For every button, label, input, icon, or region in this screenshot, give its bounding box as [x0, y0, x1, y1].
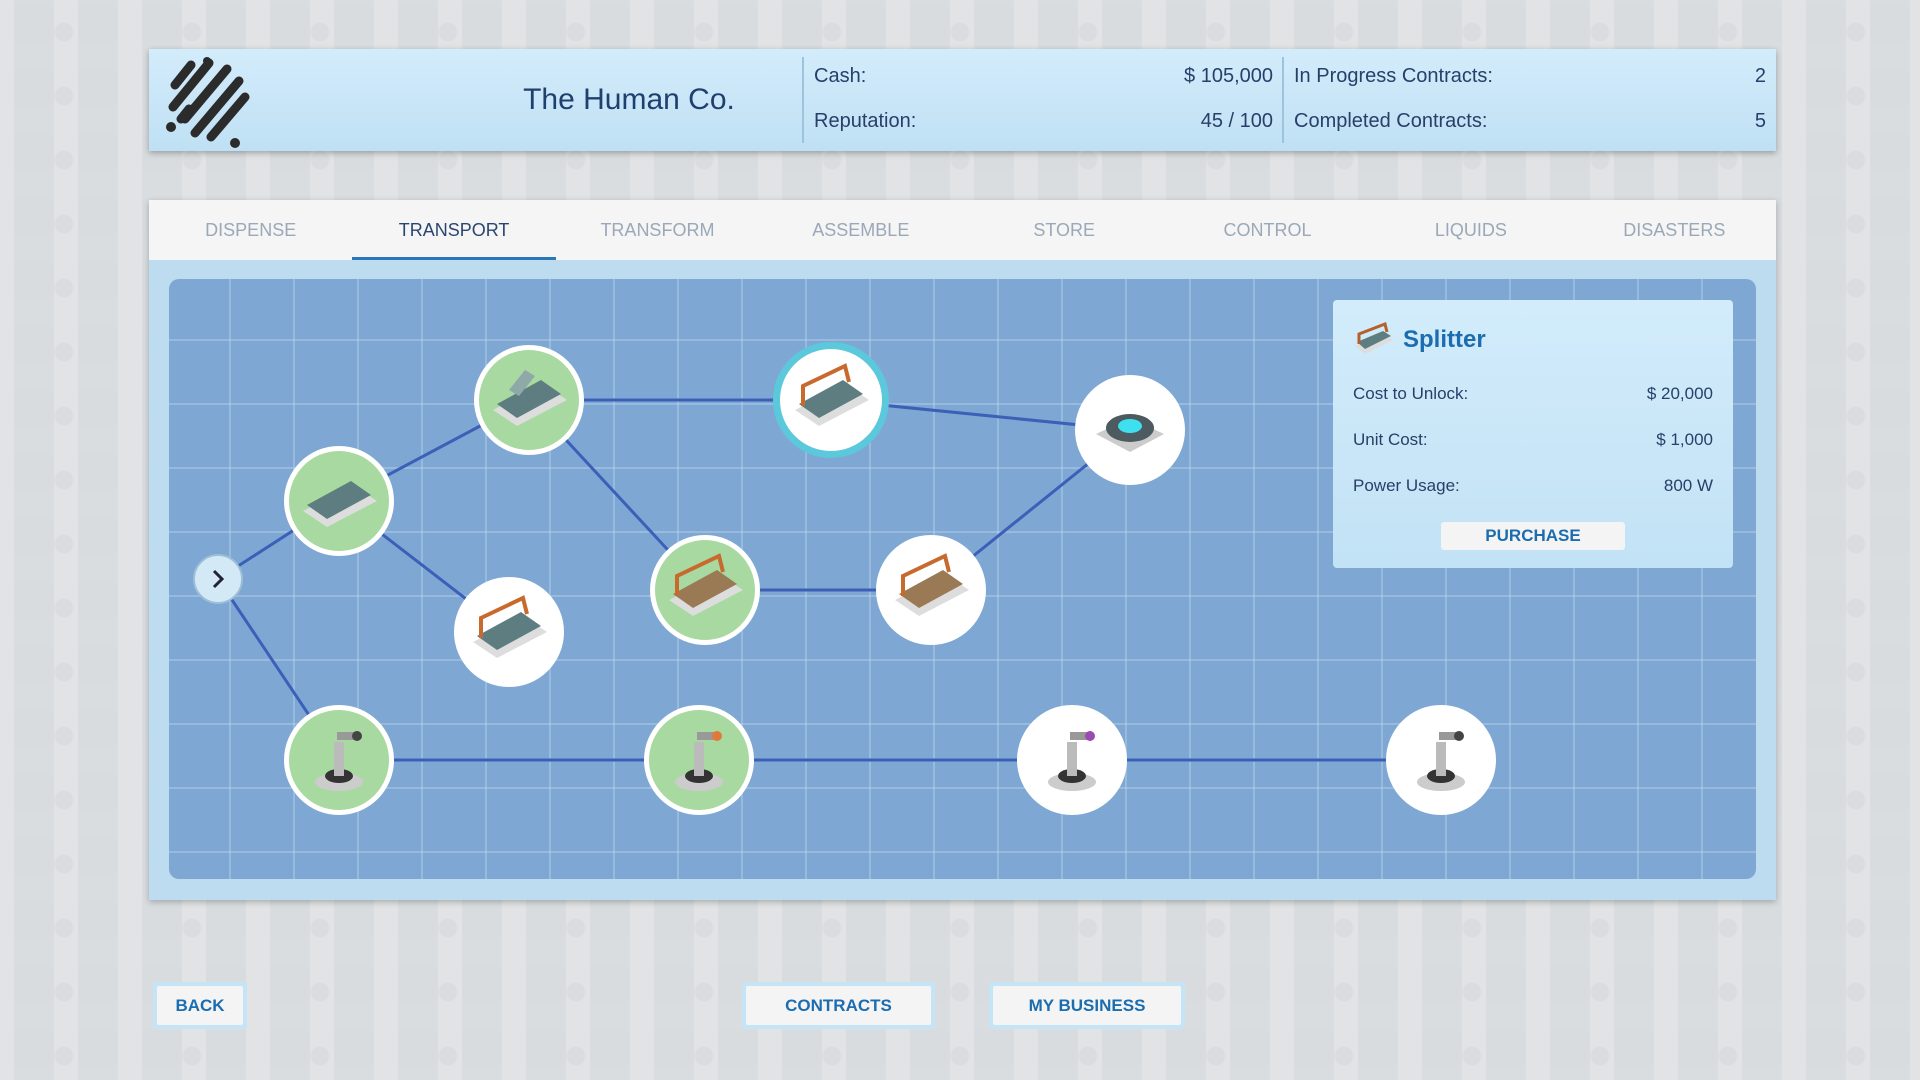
merger-icon [895, 553, 969, 616]
contracts-button[interactable]: CONTRACTS [742, 982, 935, 1029]
robot-arm-icon [315, 731, 363, 791]
tree-node-robot-arm-heavy[interactable] [1386, 705, 1496, 815]
row-value: 800 W [1663, 476, 1713, 495]
my-business-button[interactable]: MY BUSINESS [989, 982, 1185, 1029]
tree-node-conveyor[interactable] [284, 446, 394, 556]
tree-node-conveyor-sensor[interactable] [454, 577, 564, 687]
row-value: $ 20,000 [1646, 384, 1713, 403]
robot-arm-purple-icon [1048, 731, 1096, 791]
completed-label: Completed Contracts: [1294, 110, 1488, 132]
company-name: The Human Co. [523, 83, 735, 116]
tech-tree-graph [193, 342, 1496, 815]
conveyor-sensor-icon [473, 595, 547, 658]
splitter-icon [795, 363, 869, 426]
power-usage-row: Power Usage: 800 W [1353, 476, 1713, 496]
cash-value: $ 105,000 [1184, 65, 1273, 87]
company-logo-icon [166, 57, 250, 148]
row-label: Unit Cost: [1353, 430, 1428, 449]
reputation-label: Reputation: [814, 110, 917, 132]
back-button[interactable]: BACK [153, 982, 247, 1029]
cost-to-unlock-row: Cost to Unlock: $ 20,000 [1353, 384, 1713, 404]
turntable-icon [1096, 414, 1164, 452]
tree-node-robot-arm[interactable] [284, 705, 394, 815]
tab-transport[interactable]: TRANSPORT [352, 200, 557, 260]
row-label: Power Usage: [1353, 476, 1460, 495]
in-progress-value: 2 [1754, 65, 1766, 87]
category-tabs: DISPENSE TRANSPORT TRANSFORM ASSEMBLE ST… [149, 200, 1776, 260]
completed-value: 5 [1754, 110, 1766, 132]
row-value: $ 1,000 [1656, 430, 1713, 449]
item-info-card: Splitter Cost to Unlock: $ 20,000 Unit Co… [1333, 300, 1733, 568]
tree-node-robot-arm-orange[interactable] [644, 705, 754, 815]
sorter-icon [669, 553, 743, 616]
ramp-conveyor-icon [493, 370, 567, 426]
reputation-value: 45 / 100 [1200, 110, 1273, 132]
robot-arm-heavy-icon [1417, 731, 1465, 791]
item-name: Splitter [1403, 326, 1486, 353]
tab-assemble[interactable]: ASSEMBLE [812, 220, 910, 240]
in-progress-label: In Progress Contracts: [1294, 65, 1493, 87]
purchase-button[interactable]: PURCHASE [1441, 522, 1625, 550]
tab-transform[interactable]: TRANSFORM [600, 220, 715, 240]
tab-store[interactable]: STORE [1033, 220, 1096, 240]
tree-node-ramp-conveyor[interactable] [474, 345, 584, 455]
tree-node-turntable[interactable] [1075, 375, 1185, 485]
back-label: BACK [157, 986, 243, 1025]
cash-label: Cash: [814, 65, 867, 87]
tree-node-sorter[interactable] [650, 535, 760, 645]
tab-disasters[interactable]: DISASTERS [1623, 220, 1726, 240]
unit-cost-row: Unit Cost: $ 1,000 [1353, 430, 1713, 450]
divider [1282, 57, 1284, 143]
tree-node-merger[interactable] [876, 535, 986, 645]
robot-arm-orange-icon [675, 731, 723, 791]
expand-arrow-button[interactable] [193, 554, 243, 604]
tab-liquids[interactable]: LIQUIDS [1434, 220, 1507, 240]
contracts-label: CONTRACTS [746, 986, 931, 1025]
splitter-icon [1355, 322, 1393, 354]
tab-control[interactable]: CONTROL [1223, 220, 1312, 240]
row-label: Cost to Unlock: [1353, 384, 1469, 403]
conveyor-icon [303, 481, 377, 527]
tree-node-splitter[interactable] [773, 342, 889, 458]
tree-node-robot-arm-purple[interactable] [1017, 705, 1127, 815]
divider [802, 57, 804, 143]
my-business-label: MY BUSINESS [993, 986, 1181, 1025]
tab-dispense[interactable]: DISPENSE [205, 220, 297, 240]
company-header: The Human Co. Cash: $ 105,000 Reputation… [149, 49, 1776, 151]
